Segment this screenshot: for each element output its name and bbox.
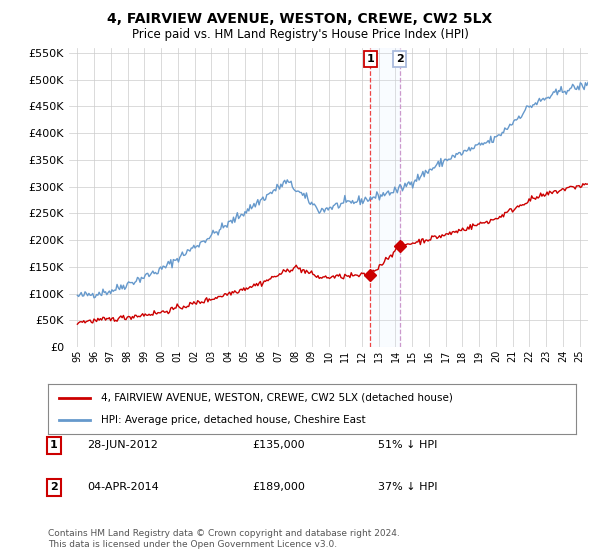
Text: 1: 1 [367,54,374,64]
Text: 28-JUN-2012: 28-JUN-2012 [87,440,158,450]
Text: 37% ↓ HPI: 37% ↓ HPI [378,482,437,492]
Text: Price paid vs. HM Land Registry's House Price Index (HPI): Price paid vs. HM Land Registry's House … [131,28,469,41]
Text: Contains HM Land Registry data © Crown copyright and database right 2024.
This d: Contains HM Land Registry data © Crown c… [48,529,400,549]
Text: £135,000: £135,000 [252,440,305,450]
Text: £189,000: £189,000 [252,482,305,492]
Text: HPI: Average price, detached house, Cheshire East: HPI: Average price, detached house, Ches… [101,415,365,425]
Text: 1: 1 [50,440,58,450]
Text: 4, FAIRVIEW AVENUE, WESTON, CREWE, CW2 5LX: 4, FAIRVIEW AVENUE, WESTON, CREWE, CW2 5… [107,12,493,26]
Text: 04-APR-2014: 04-APR-2014 [87,482,159,492]
Text: 2: 2 [396,54,404,64]
Text: 51% ↓ HPI: 51% ↓ HPI [378,440,437,450]
Text: 4, FAIRVIEW AVENUE, WESTON, CREWE, CW2 5LX (detached house): 4, FAIRVIEW AVENUE, WESTON, CREWE, CW2 5… [101,393,452,403]
Bar [370,48,400,347]
Text: 2: 2 [50,482,58,492]
